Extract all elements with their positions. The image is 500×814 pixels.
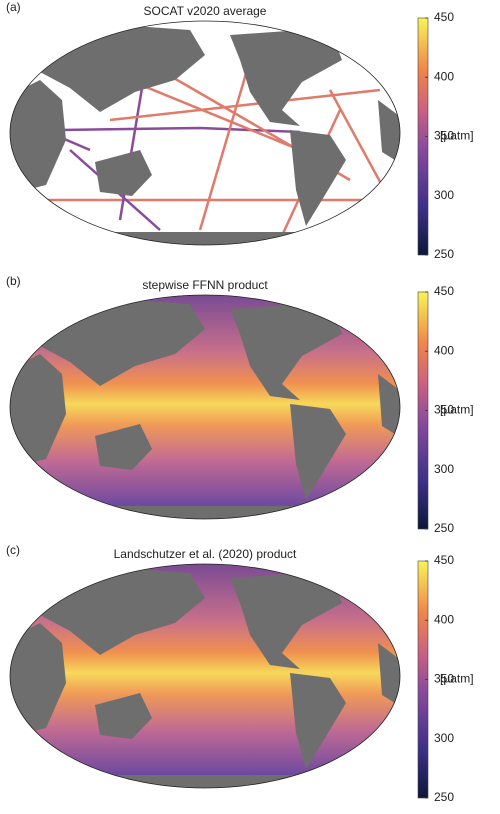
colorbar-tick-label: 400 xyxy=(434,69,454,83)
panel-label: (c) xyxy=(6,543,20,557)
colorbar-tick-label: 300 xyxy=(434,462,454,476)
colorbar-label: [µatm] xyxy=(440,129,474,143)
colorbar-tick-label: 450 xyxy=(434,10,454,24)
land xyxy=(290,404,346,500)
land xyxy=(378,100,400,162)
colorbar-tick-label: 350 xyxy=(434,403,454,417)
land xyxy=(10,623,66,733)
land xyxy=(10,80,66,190)
panel: (b) stepwise FFNN product 250 300 350 400 450 [… xyxy=(6,274,474,535)
panel: (c) Landschutzer et al. (2020) product 250… xyxy=(6,543,474,804)
colorbar-tick-label: 450 xyxy=(434,284,454,298)
panel-label: (a) xyxy=(6,0,21,14)
land xyxy=(10,354,66,464)
map-outline xyxy=(9,294,401,520)
colorbar-tick-label: 350 xyxy=(434,129,454,143)
map xyxy=(10,564,400,788)
panel-title: stepwise FFNN product xyxy=(142,278,268,292)
panel: (a) SOCAT v2020 average 250 300 350 400 450 [µa… xyxy=(6,0,474,261)
panel-title: Landschutzer et al. (2020) product xyxy=(114,547,297,561)
land xyxy=(290,673,346,769)
land xyxy=(95,424,152,470)
map-outline xyxy=(9,20,401,246)
map-outline xyxy=(9,563,401,789)
panel-label: (b) xyxy=(6,274,21,288)
land xyxy=(40,232,370,245)
land xyxy=(40,506,370,519)
ship-track xyxy=(328,89,392,201)
colorbar-tick-label: 450 xyxy=(434,553,454,567)
land xyxy=(95,150,152,196)
land xyxy=(230,28,342,126)
land xyxy=(378,643,400,705)
ship-track xyxy=(109,88,381,122)
colorbar-tick-label: 250 xyxy=(434,247,454,261)
land xyxy=(95,693,152,739)
map xyxy=(10,295,400,519)
land xyxy=(230,302,342,400)
land xyxy=(290,130,346,226)
panel-title: SOCAT v2020 average xyxy=(144,4,267,18)
colorbar-tick-label: 250 xyxy=(434,521,454,535)
colorbar-tick-label: 300 xyxy=(434,731,454,745)
colorbar-label: [µatm] xyxy=(440,403,474,417)
map xyxy=(10,21,400,245)
ship-track xyxy=(198,59,252,231)
land xyxy=(40,775,370,788)
colorbar-tick-label: 300 xyxy=(434,188,454,202)
colorbar-label: [µatm] xyxy=(440,672,474,686)
colorbar-tick-label: 400 xyxy=(434,612,454,626)
colorbar-tick-label: 400 xyxy=(434,343,454,357)
colorbar-tick-label: 250 xyxy=(434,790,454,804)
land xyxy=(230,571,342,669)
land xyxy=(378,374,400,436)
colorbar-tick-label: 350 xyxy=(434,672,454,686)
